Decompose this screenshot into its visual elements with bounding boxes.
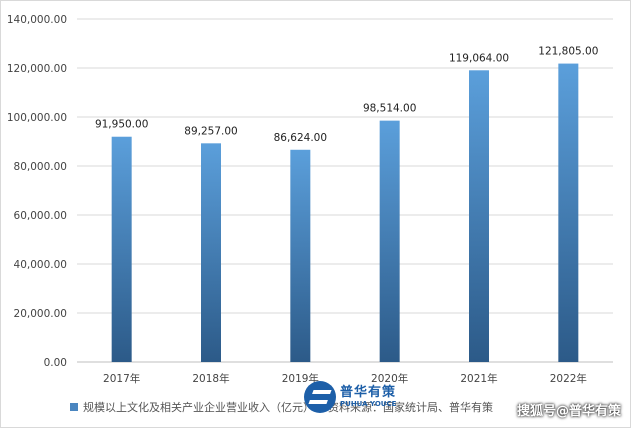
- legend-source-label: 资料来源：国家统计局、普华有策: [328, 401, 493, 414]
- x-tick-label: 2020年: [371, 372, 408, 385]
- y-tick-label: 40,000.00: [14, 259, 67, 271]
- x-tick-label: 2017年: [103, 372, 140, 385]
- legend-swatch: [70, 403, 78, 411]
- bar: [201, 143, 221, 362]
- x-tick-label: 2022年: [550, 372, 587, 385]
- y-tick-label: 60,000.00: [14, 210, 67, 222]
- y-tick-label: 0.00: [44, 357, 67, 369]
- logo-cn: 普华有策: [340, 385, 397, 400]
- bar: [290, 149, 311, 362]
- y-tick-label: 120,000.00: [7, 63, 67, 75]
- x-tick-label: 2018年: [192, 372, 229, 385]
- bars: [111, 63, 579, 362]
- data-label: 98,514.00: [363, 103, 416, 115]
- data-label: 89,257.00: [184, 125, 237, 137]
- data-label: 119,064.00: [449, 52, 509, 64]
- legend-series-label: 规模以上文化及相关产业企业营业收入（亿元）: [83, 401, 314, 414]
- bar: [558, 63, 579, 362]
- data-label: 121,805.00: [538, 46, 598, 58]
- data-labels: 91,950.00 89,257.00 86,624.00 98,514.00 119,…: [95, 46, 598, 144]
- bar: [379, 120, 400, 362]
- x-axis-ticks: 2017年 2018年 2019年 2020年 2021年 2022年: [103, 372, 587, 385]
- puhua-logo-icon: [304, 381, 336, 413]
- data-label: 86,624.00: [274, 132, 327, 144]
- y-axis-ticks: 0.00 20,000.00 40,000.00 60,000.00 80,000.00…: [7, 14, 67, 369]
- y-tick-label: 20,000.00: [14, 308, 67, 320]
- logo-text: 普华有策 PUHUA YOUCE: [340, 386, 396, 408]
- x-tick-label: 2019年: [282, 372, 319, 385]
- logo-en: PUHUA YOUCE: [340, 400, 397, 408]
- y-tick-label: 80,000.00: [14, 161, 67, 173]
- bar: [469, 70, 489, 362]
- x-tick-label: 2021年: [460, 372, 497, 385]
- data-label: 91,950.00: [95, 119, 148, 131]
- puhua-logo: 普华有策 PUHUA YOUCE: [304, 378, 416, 416]
- watermark: 搜狐号@普华有策: [516, 404, 621, 419]
- y-tick-label: 100,000.00: [7, 112, 67, 124]
- grid-lines: [77, 18, 613, 363]
- y-tick-label: 140,000.00: [7, 14, 67, 26]
- legend: 规模以上文化及相关产业企业营业收入（亿元） 资料来源：国家统计局、普华有策: [70, 399, 493, 415]
- bar: [111, 136, 132, 362]
